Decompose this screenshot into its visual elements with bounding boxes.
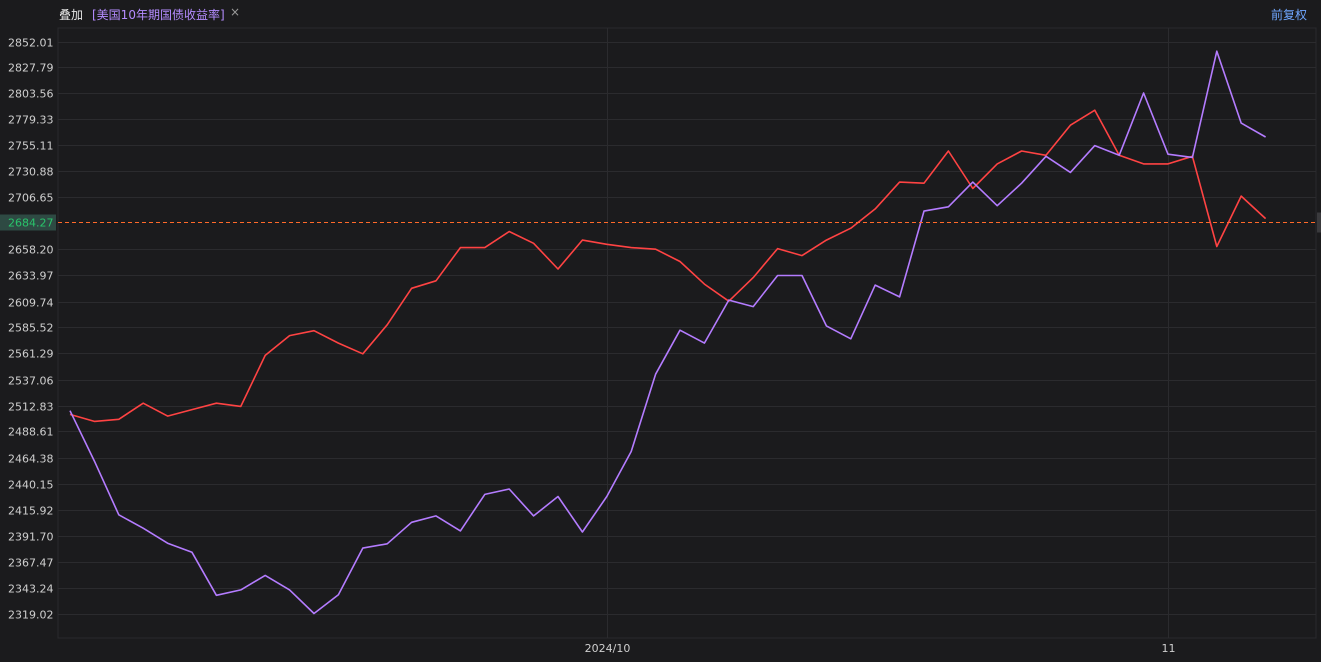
y-tick-label: 2415.92	[8, 505, 54, 518]
y-tick-label: 2779.33	[8, 114, 54, 127]
y-tick-label: 2367.47	[8, 557, 54, 570]
y-tick-label: 2512.83	[8, 401, 54, 414]
y-tick-label: 2440.15	[8, 479, 54, 492]
current-value-label: 2684.27	[8, 217, 54, 230]
y-tick-label: 2464.38	[8, 453, 54, 466]
overlay-series-tag[interactable]: [美国10年期国债收益率]	[92, 8, 225, 22]
y-tick-label: 2319.02	[8, 609, 54, 622]
overlay-label: 叠加	[59, 8, 84, 22]
price-adjust-button[interactable]: 前复权	[1270, 8, 1307, 22]
y-tick-label: 2658.20	[8, 244, 54, 257]
y-tick-label: 2633.97	[8, 270, 54, 283]
y-tick-label: 2827.79	[8, 62, 54, 75]
y-tick-label: 2343.24	[8, 583, 54, 596]
y-tick-label: 2585.52	[8, 322, 54, 335]
y-tick-label: 2852.01	[8, 37, 54, 50]
series-line-1	[69, 109, 1267, 423]
y-tick-label: 2730.88	[8, 166, 54, 179]
y-tick-label: 2803.56	[8, 88, 54, 101]
series-line-2	[69, 50, 1266, 615]
y-tick-label: 2391.70	[8, 531, 54, 544]
x-tick-label: 2024/10	[585, 642, 631, 655]
y-tick-label: 2537.06	[8, 375, 54, 388]
y-tick-label: 2706.65	[8, 192, 54, 205]
chart-header: 叠加 [美国10年期国债收益率] × 前复权	[0, 0, 1321, 27]
close-icon[interactable]: ×	[230, 5, 241, 19]
y-tick-label: 2609.74	[8, 297, 54, 310]
x-tick-label: 11	[1162, 642, 1176, 655]
y-tick-label: 2488.61	[8, 426, 54, 439]
y-tick-label: 2561.29	[8, 348, 54, 361]
y-tick-label: 2755.11	[8, 140, 54, 153]
current-value-label-bg	[0, 214, 56, 231]
plot-frame	[57, 27, 1317, 639]
right-edge-marker	[1317, 212, 1321, 233]
